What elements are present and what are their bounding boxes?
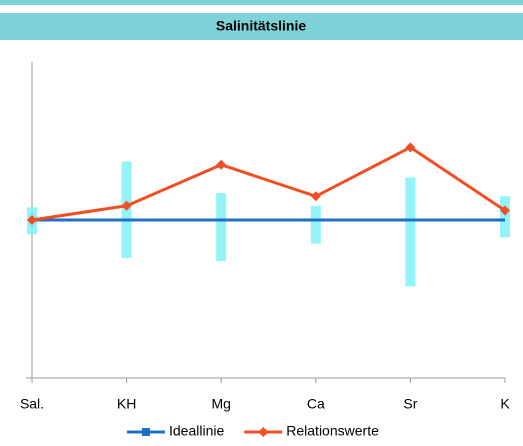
legend-label: Ideallinie: [169, 423, 224, 439]
x-tick-label: Sal.: [20, 396, 44, 412]
range-bar: [405, 177, 416, 287]
x-tick-label: Sr: [403, 396, 417, 412]
data-point: [500, 205, 510, 216]
range-bar: [216, 193, 227, 262]
data-point: [405, 142, 416, 153]
data-point: [27, 215, 37, 225]
legend-label: Relationswerte: [286, 423, 379, 439]
x-tick-label: KH: [117, 396, 136, 412]
data-point: [310, 191, 321, 202]
title-bar: [0, 13, 523, 40]
x-tick-label: K: [500, 396, 510, 412]
chart-title: Salinitätslinie: [216, 18, 306, 34]
range-bar: [500, 196, 510, 238]
top-strip: [0, 0, 523, 5]
x-tick-label: Ca: [307, 396, 325, 412]
range-bar: [310, 205, 321, 244]
series-line: [31, 145, 506, 222]
data-point: [216, 159, 227, 170]
data-point: [121, 200, 132, 211]
legend-marker: [142, 428, 150, 436]
legend-marker: [258, 427, 269, 437]
x-tick-label: Mg: [211, 396, 230, 412]
